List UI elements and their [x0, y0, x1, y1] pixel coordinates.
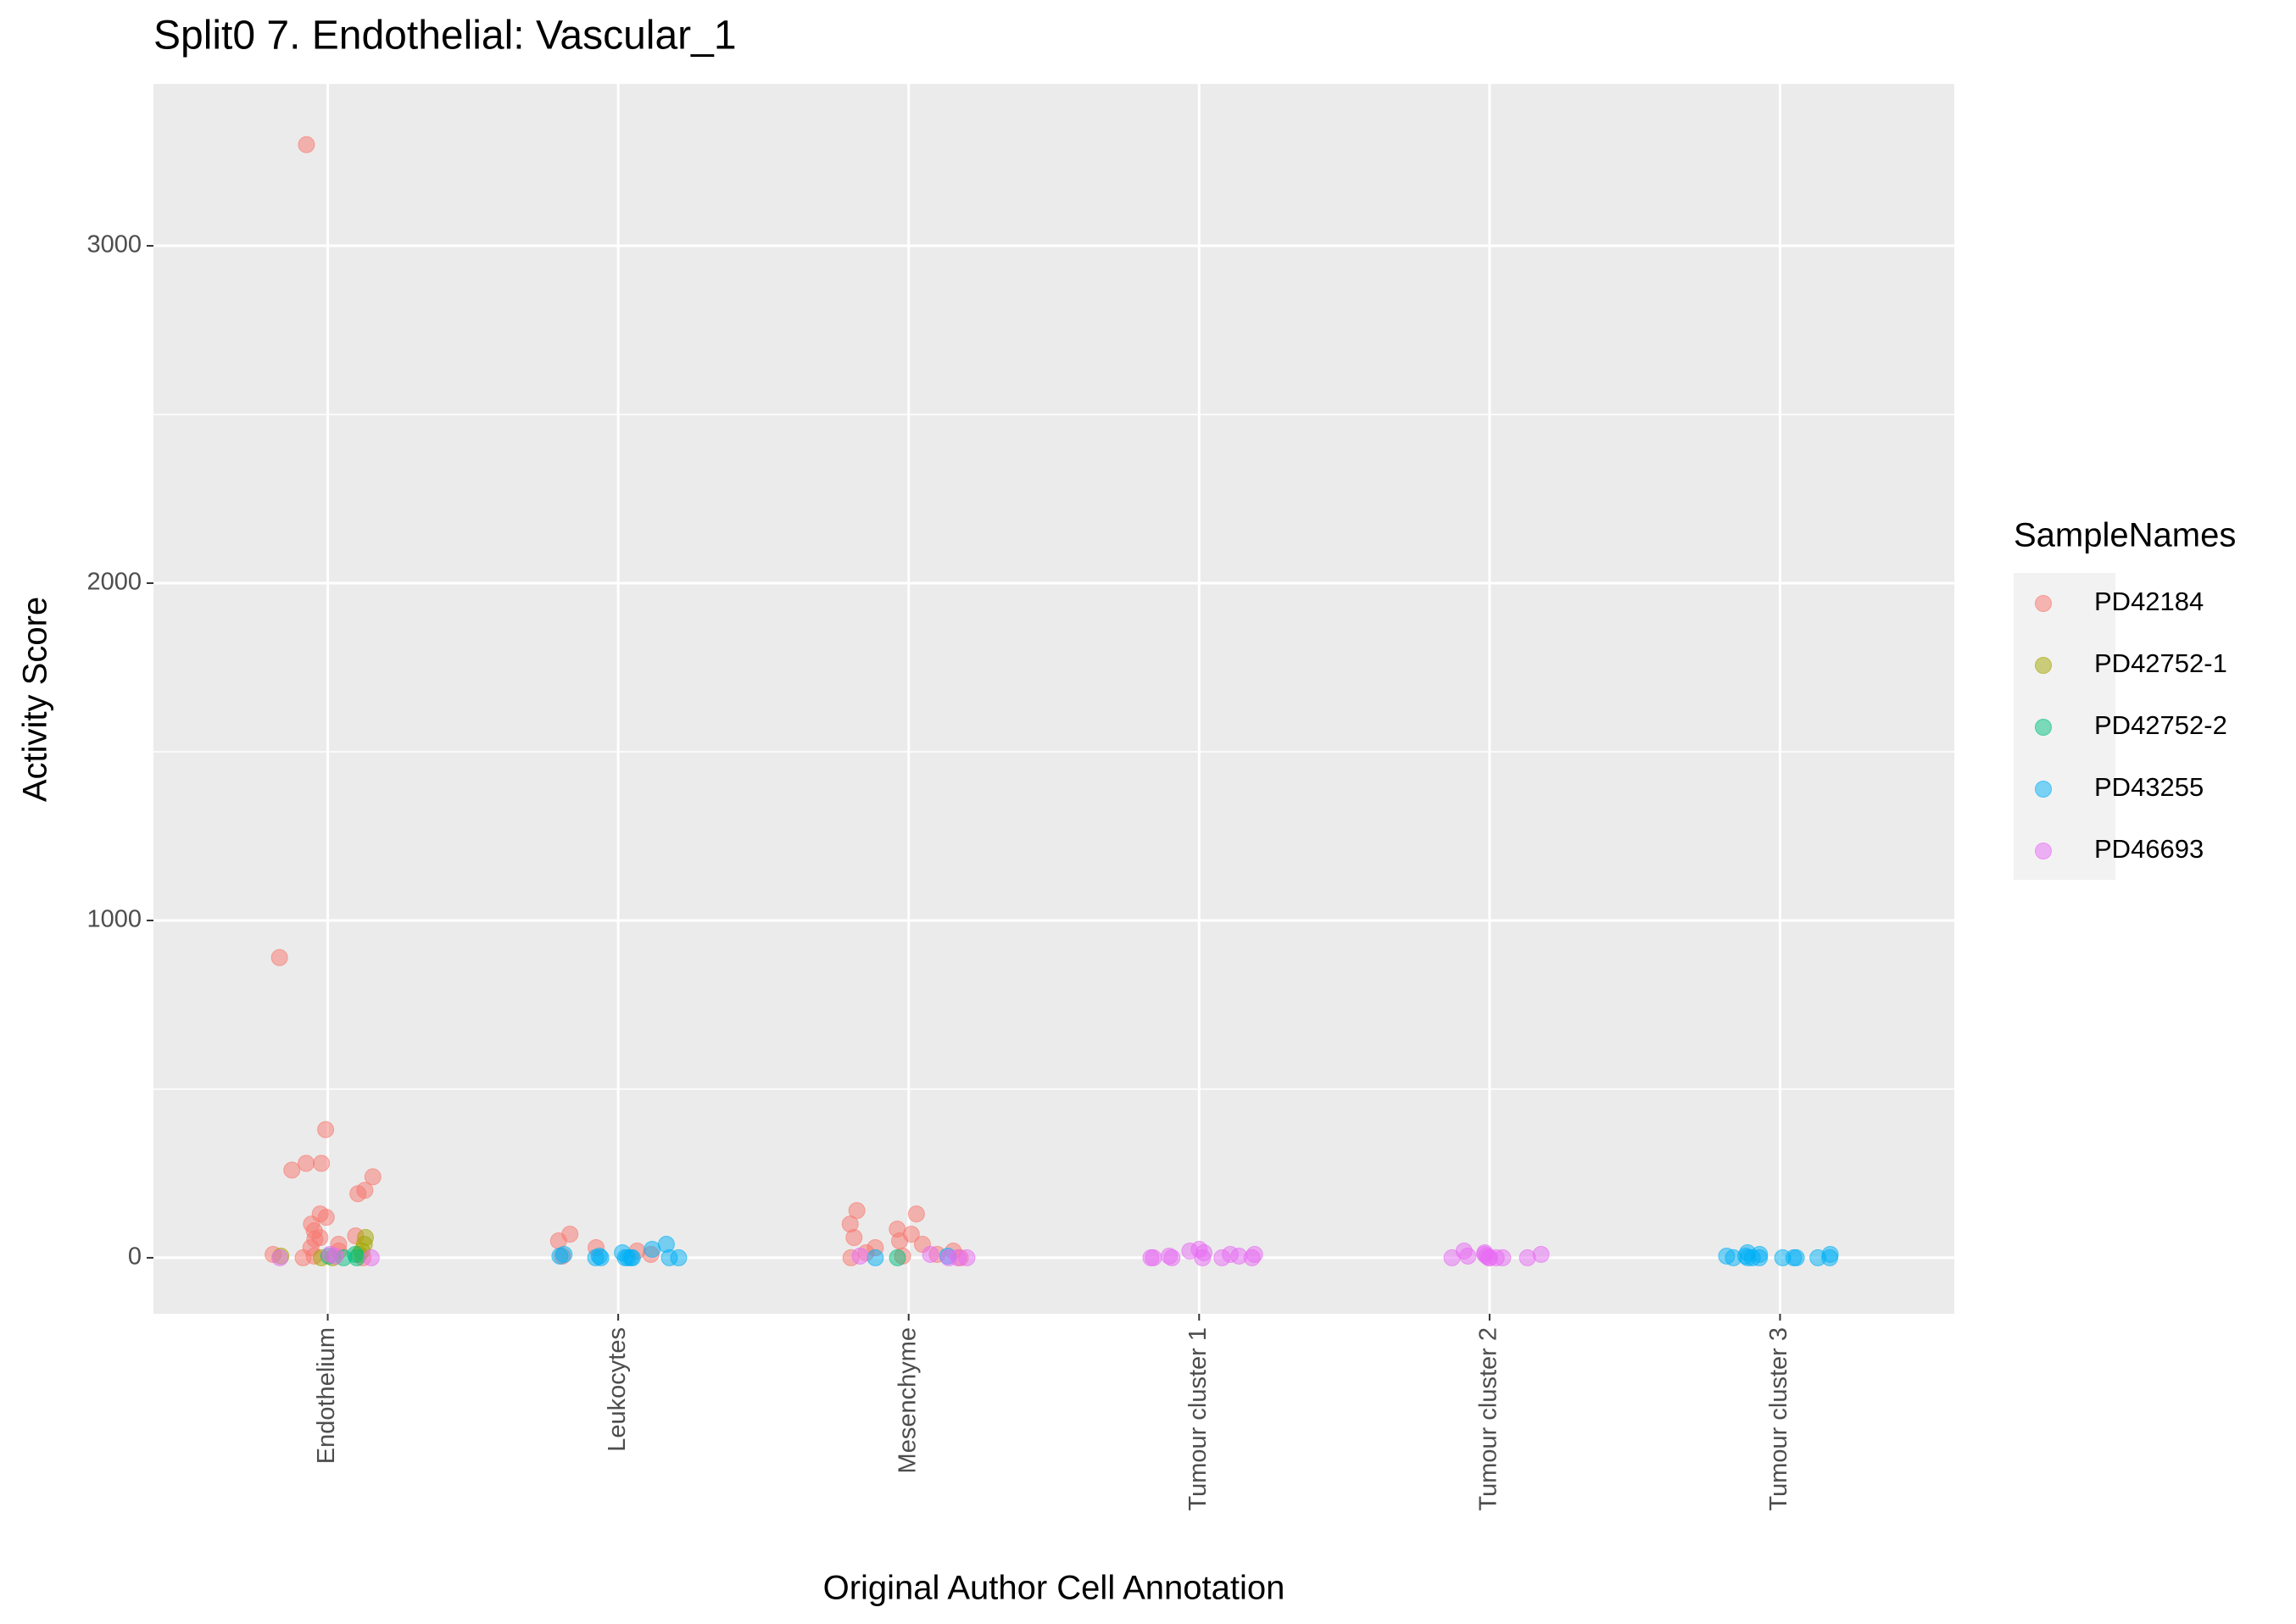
point — [348, 1249, 365, 1266]
y-tick-label: 3000 — [86, 231, 142, 259]
point — [592, 1249, 610, 1266]
point — [1519, 1249, 1536, 1266]
point — [848, 1202, 866, 1220]
legend-label: PD42184 — [2094, 587, 2204, 616]
point — [298, 1154, 315, 1172]
point — [362, 1249, 380, 1266]
point — [283, 1161, 301, 1179]
point — [551, 1247, 569, 1265]
point — [1194, 1249, 1212, 1266]
legend-key — [2035, 719, 2052, 736]
point — [1821, 1249, 1839, 1266]
legend-background — [2014, 573, 2115, 880]
point — [845, 1229, 863, 1247]
point — [1785, 1249, 1803, 1266]
point — [1751, 1249, 1769, 1266]
point — [313, 1154, 331, 1172]
point — [867, 1249, 884, 1266]
legend-key — [2035, 595, 2052, 612]
y-tick-label: 1000 — [86, 906, 142, 933]
x-tick-label: Endothelium — [313, 1327, 340, 1464]
legend-key — [2035, 843, 2052, 859]
point — [940, 1249, 958, 1266]
legend-label: PD42752-1 — [2094, 648, 2227, 678]
y-tick-label: 0 — [128, 1243, 142, 1271]
point — [270, 948, 288, 966]
x-tick-label: Tumour cluster 1 — [1184, 1327, 1212, 1511]
point — [958, 1249, 976, 1266]
legend-key — [2035, 657, 2052, 674]
point — [1243, 1249, 1261, 1266]
point — [1163, 1249, 1181, 1266]
legend-title: SampleNames — [2014, 517, 2236, 554]
legend-label: PD46693 — [2094, 834, 2204, 864]
point — [317, 1121, 335, 1138]
y-tick-label: 2000 — [86, 569, 142, 596]
panel — [153, 84, 1954, 1314]
point — [364, 1168, 382, 1186]
x-tick-label: Mesenchyme — [894, 1327, 921, 1473]
point — [326, 1247, 344, 1265]
point — [907, 1205, 925, 1223]
y-axis-title: Activity Score — [17, 597, 54, 802]
point — [294, 1249, 312, 1266]
point — [349, 1185, 367, 1203]
point — [851, 1247, 869, 1265]
point — [1145, 1249, 1162, 1266]
point — [298, 136, 315, 153]
point — [891, 1232, 909, 1250]
x-tick-label: Tumour cluster 3 — [1765, 1327, 1792, 1511]
legend-label: PD43255 — [2094, 772, 2204, 802]
point — [644, 1240, 661, 1258]
point — [660, 1249, 678, 1266]
point — [1443, 1249, 1461, 1266]
legend-key — [2035, 781, 2052, 798]
chart-title: Split0 7. Endothelial: Vascular_1 — [153, 14, 737, 58]
point — [271, 1249, 289, 1266]
x-tick-label: Tumour cluster 2 — [1475, 1327, 1502, 1511]
point — [889, 1249, 906, 1266]
point — [317, 1209, 335, 1226]
point — [622, 1249, 640, 1266]
point — [922, 1245, 939, 1263]
point — [1459, 1247, 1477, 1265]
x-tick-label: Leukocytes — [604, 1327, 631, 1452]
x-axis-title: Original Author Cell Annotation — [823, 1570, 1285, 1607]
legend-label: PD42752-2 — [2094, 710, 2227, 740]
point — [1481, 1249, 1499, 1266]
point — [1213, 1249, 1231, 1266]
point — [1725, 1249, 1742, 1266]
